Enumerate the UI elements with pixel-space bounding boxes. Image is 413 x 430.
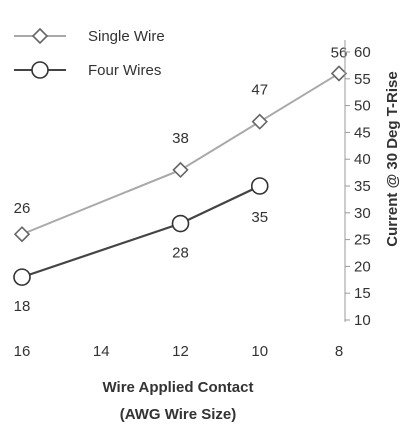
y-tick-label: 20	[354, 258, 371, 275]
legend-item-0: Single Wire	[14, 27, 165, 45]
x-axis-title-line1: Wire Applied Contact	[103, 379, 254, 396]
x-tick-label: 14	[93, 343, 110, 360]
y-tick-label: 10	[354, 312, 371, 329]
y-tick-label: 60	[354, 44, 371, 61]
y-tick-label: 50	[354, 98, 371, 115]
series-line	[21, 185, 261, 279]
data-point	[13, 226, 31, 243]
legend-item-1: Four Wires	[14, 61, 161, 79]
data-label: 38	[172, 130, 189, 147]
x-axis-title-line2: (AWG Wire Size)	[120, 406, 237, 423]
y-axis: 10 15 20 25 30 35 40 45 50 55 60	[344, 40, 371, 329]
y-tick-label: 40	[354, 151, 371, 168]
x-tick-label: 10	[251, 343, 268, 360]
y-tick-label: 35	[354, 178, 371, 195]
x-tick-label: 16	[14, 343, 31, 360]
legend-marker	[31, 27, 49, 45]
series-1: 18 28 35	[13, 177, 269, 315]
y-tick-label: 15	[354, 285, 371, 302]
y-tick-label: 55	[354, 71, 371, 88]
y-axis-title: Current @ 30 Deg T-Rise	[384, 71, 401, 247]
y-tick-label: 25	[354, 232, 371, 249]
data-point	[250, 177, 269, 195]
series-0: 26 38 47 56	[13, 44, 348, 243]
y-tick-label: 45	[354, 124, 371, 141]
data-label: 56	[331, 44, 348, 61]
series-line	[21, 72, 340, 236]
legend-marker	[31, 61, 49, 79]
x-tick-label: 8	[335, 343, 343, 360]
x-tick-label: 12	[172, 343, 189, 360]
data-label: 18	[14, 298, 31, 315]
data-point	[172, 161, 189, 179]
data-point	[330, 65, 348, 82]
data-point	[171, 214, 190, 233]
data-point	[13, 268, 31, 286]
data-point	[251, 113, 268, 130]
data-label: 47	[251, 82, 268, 99]
legend-label: Single Wire	[88, 28, 165, 45]
legend: Single Wire Four Wires	[14, 27, 165, 79]
data-label: 26	[14, 200, 31, 217]
plot-area: 26 38 47 56 18 28 35	[13, 44, 348, 315]
y-tick-label: 30	[354, 205, 371, 222]
x-axis: 16 14 12 10 8	[14, 343, 344, 360]
data-label: 35	[251, 209, 268, 226]
data-label: 28	[172, 245, 189, 262]
legend-label: Four Wires	[88, 62, 161, 79]
